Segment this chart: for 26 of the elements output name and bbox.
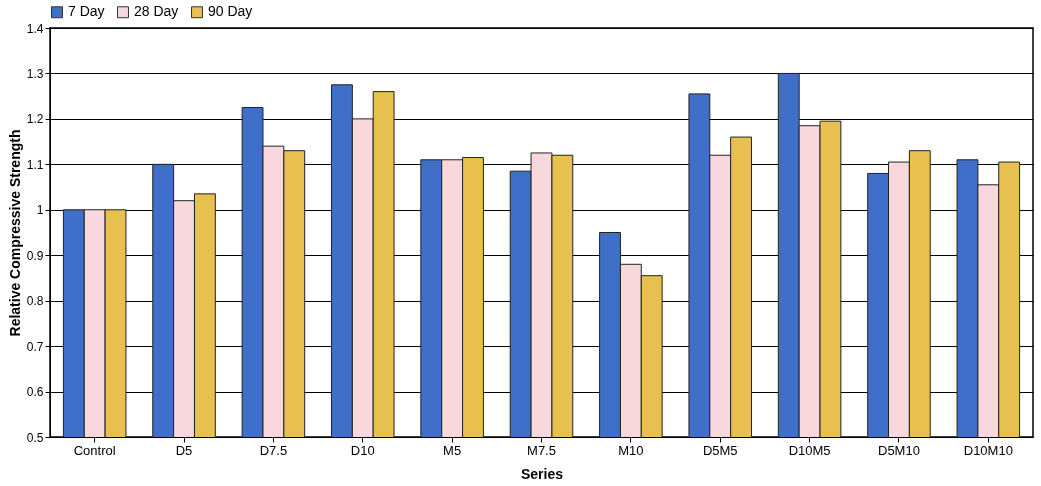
y-tick-label: 1.3 (26, 66, 44, 81)
x-tick-label: M7.5 (527, 442, 556, 458)
x-tick-label: M10 (618, 442, 644, 458)
legend-label: 28 Day (134, 3, 179, 20)
y-tick-label: 1.1 (26, 157, 44, 172)
x-tick-label: D10 (350, 442, 375, 458)
legend-label: 90 Day (208, 3, 253, 20)
y-tick-label: 0.9 (26, 248, 44, 263)
x-tick-label: M5 (443, 442, 462, 458)
x-tick-label: Control (73, 442, 116, 458)
y-tick-label: 1 (36, 203, 44, 218)
y-tick-label: 1.2 (26, 112, 44, 127)
x-tick-label: D10M10 (963, 442, 1013, 458)
x-axis-title: Series (520, 465, 564, 482)
y-tick-label: 0.6 (26, 385, 44, 400)
y-axis-title: Relative Compressive Strength (6, 129, 23, 337)
y-tick-label: 0.5 (26, 430, 44, 445)
y-tick-label: 0.7 (26, 339, 44, 354)
x-tick-label: D5M5 (702, 442, 738, 458)
x-tick-label: D10M5 (788, 442, 831, 458)
x-tick-label: D7.5 (259, 442, 288, 458)
legend-label: 7 Day (68, 3, 105, 20)
x-tick-label: D5 (175, 442, 193, 458)
y-tick-label: 0.8 (26, 294, 44, 309)
x-tick-label: D5M10 (877, 442, 920, 458)
y-tick-label: 1.4 (26, 21, 44, 36)
